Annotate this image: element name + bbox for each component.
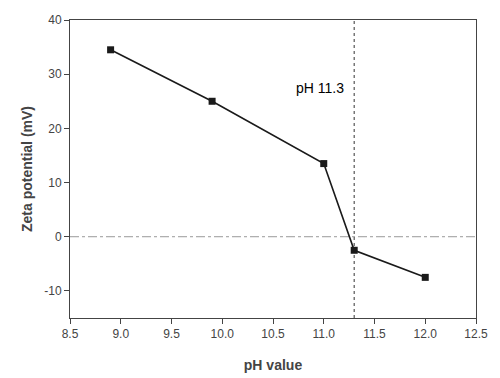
svg-text:10.5: 10.5: [261, 327, 285, 341]
svg-text:10: 10: [48, 176, 62, 190]
svg-text:0: 0: [55, 230, 62, 244]
svg-text:12.5: 12.5: [464, 327, 488, 341]
svg-text:8.5: 8.5: [62, 327, 79, 341]
svg-text:9.5: 9.5: [163, 327, 180, 341]
svg-text:40: 40: [48, 13, 62, 27]
svg-text:pH value: pH value: [244, 357, 303, 373]
svg-text:11.0: 11.0: [313, 327, 336, 341]
svg-text:pH 11.3: pH 11.3: [296, 80, 344, 96]
svg-text:30: 30: [48, 67, 62, 81]
svg-text:10.0: 10.0: [211, 327, 235, 341]
svg-text:9.0: 9.0: [112, 327, 129, 341]
svg-text:12.0: 12.0: [414, 327, 438, 341]
svg-text:Zeta potential (mV): Zeta potential (mV): [19, 106, 35, 232]
svg-text:11.5: 11.5: [363, 327, 386, 341]
svg-text:-10: -10: [44, 284, 62, 298]
svg-text:20: 20: [48, 122, 62, 136]
